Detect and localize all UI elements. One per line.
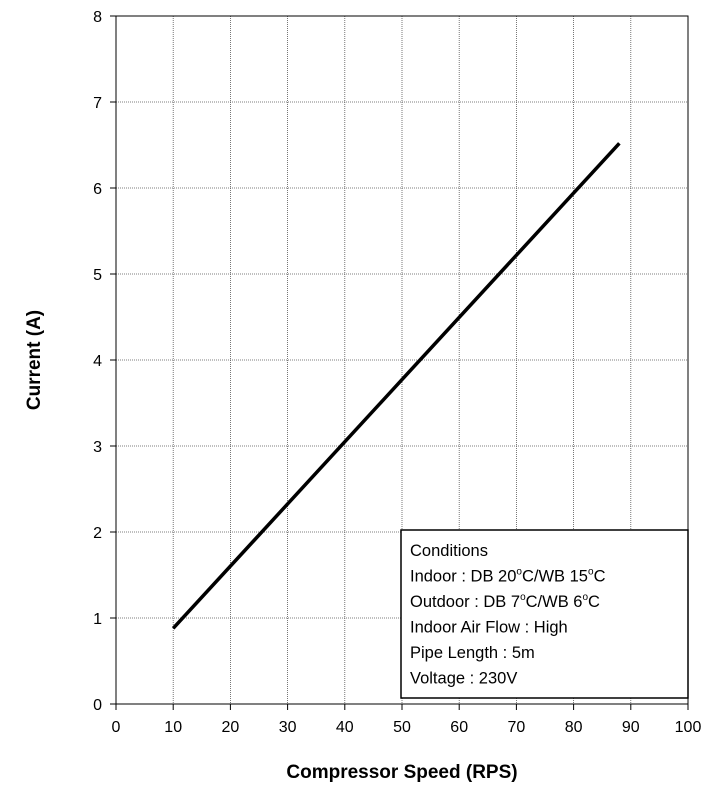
- x-tick-label: 40: [336, 719, 354, 736]
- x-tick-label: 10: [164, 719, 182, 736]
- y-tick-label: 0: [93, 697, 102, 714]
- x-tick-label: 100: [675, 719, 702, 736]
- y-tick-label: 6: [93, 181, 102, 198]
- x-axis-ticks: 0 10 20 30 40 50 60 70 80 90 100: [112, 704, 702, 736]
- x-tick-label: 70: [508, 719, 526, 736]
- conditions-line: Indoor : DB 20oC/WB 15oC: [410, 567, 606, 586]
- y-tick-label: 8: [93, 9, 102, 26]
- y-tick-label: 3: [93, 439, 102, 456]
- conditions-line: Indoor Air Flow : High: [410, 619, 568, 637]
- conditions-line: Conditions: [410, 542, 488, 560]
- y-tick-label: 7: [93, 95, 102, 112]
- x-tick-label: 20: [222, 719, 240, 736]
- x-tick-label: 80: [565, 719, 583, 736]
- x-tick-label: 0: [112, 719, 121, 736]
- y-axis-ticks: 0 1 2 3 4 5 6 7 8: [93, 9, 116, 714]
- conditions-box-frame: [400, 529, 689, 699]
- y-axis-title: Current (A): [24, 310, 45, 410]
- y-tick-label: 2: [93, 525, 102, 542]
- y-tick-label: 4: [93, 353, 102, 370]
- conditions-line: Pipe Length : 5m: [410, 644, 535, 662]
- x-axis-title: Compressor Speed (RPS): [286, 762, 517, 783]
- conditions-line: Voltage : 230V: [410, 670, 517, 688]
- x-tick-label: 60: [450, 719, 468, 736]
- x-tick-label: 30: [279, 719, 297, 736]
- x-tick-label: 50: [393, 719, 411, 736]
- x-tick-label: 90: [622, 719, 640, 736]
- conditions-line: Outdoor : DB 7oC/WB 6oC: [410, 592, 600, 611]
- conditions-box: Conditions Indoor : DB 20oC/WB 15oC Outdoo…: [400, 529, 689, 699]
- series-line: [171, 142, 621, 630]
- y-tick-label: 1: [93, 611, 102, 628]
- series-group: [171, 142, 621, 630]
- y-tick-label: 5: [93, 267, 102, 284]
